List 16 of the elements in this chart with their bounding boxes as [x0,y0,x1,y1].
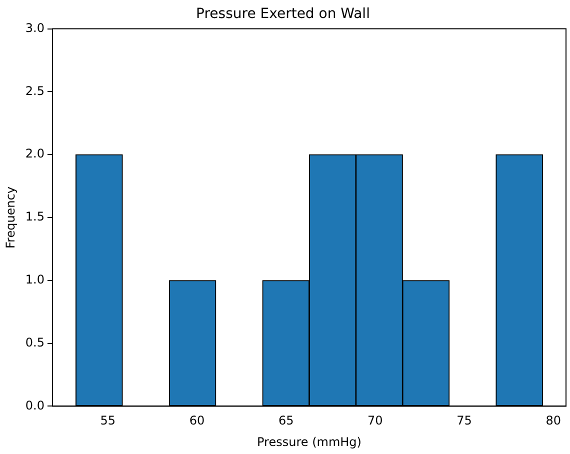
x-tick-label: 70 [368,414,383,428]
x-tick-label: 55 [100,414,116,428]
y-axis-title: Frequency [3,186,18,248]
y-tick-label: 1.0 [25,272,44,287]
y-tick-label: 0.0 [25,398,44,412]
y-tick-label: 3.0 [25,20,44,35]
x-axis-title: Pressure (mmHg) [257,434,362,449]
y-tick-label: 1.5 [25,210,44,224]
x-tick-label: 65 [278,414,294,428]
y-tick-label: 2.0 [25,146,44,161]
chart-title: Pressure Exerted on Wall [196,6,370,22]
y-tick-label: 0.5 [25,335,44,350]
x-tick-label: 60 [189,414,205,428]
x-tick-label: 80 [546,414,561,428]
y-tick-label: 2.5 [25,84,44,98]
x-tick-label: 75 [456,414,472,428]
